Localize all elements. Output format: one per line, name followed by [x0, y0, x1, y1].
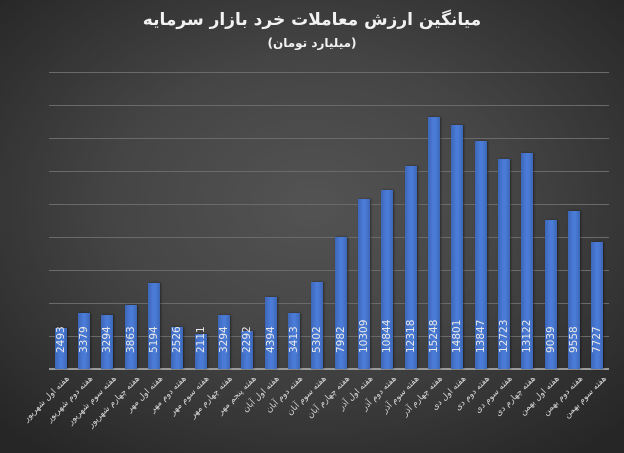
- data-label: 15248: [428, 319, 440, 353]
- bar[interactable]: 9558: [568, 211, 580, 369]
- bar[interactable]: 12318: [404, 165, 417, 369]
- gridline: [49, 171, 609, 172]
- bar[interactable]: 2526: [171, 326, 184, 369]
- bar[interactable]: 10844: [381, 190, 394, 369]
- chart-subtitle: (میلیارد تومان): [267, 36, 357, 50]
- data-label: 3294: [101, 326, 114, 353]
- bar[interactable]: 5302: [311, 281, 324, 369]
- x-axis-line: [49, 368, 609, 370]
- bar[interactable]: 15248: [428, 117, 440, 369]
- data-label: 2493: [54, 326, 67, 353]
- data-label: 12723: [498, 319, 510, 353]
- gridline: [49, 303, 609, 304]
- data-label: 4394: [264, 326, 277, 353]
- bar[interactable]: 9039: [544, 219, 557, 369]
- gridline: [49, 237, 609, 238]
- bar[interactable]: 10309: [358, 198, 370, 369]
- data-label: 10844: [381, 319, 394, 353]
- data-label: 3413: [288, 326, 300, 353]
- bar[interactable]: 13122: [521, 152, 534, 369]
- gridline: [49, 270, 609, 271]
- bar[interactable]: 2292: [241, 326, 254, 369]
- gridline: [49, 105, 609, 106]
- gridline: [49, 204, 609, 205]
- data-label: 7727: [591, 326, 604, 353]
- bar[interactable]: 12723: [498, 159, 510, 369]
- data-label: 12318: [404, 319, 417, 353]
- data-label: 3294: [218, 326, 230, 353]
- data-label: 14801: [451, 319, 464, 353]
- bar[interactable]: 3294: [101, 314, 114, 369]
- bar[interactable]: 5194: [148, 283, 160, 369]
- plot-area: 2493 3379 3294 3863 5194 2526 2111 3294 2292 4394…: [49, 72, 609, 370]
- gridline: [49, 72, 609, 73]
- bar[interactable]: 3413: [288, 312, 300, 369]
- data-label: 2111: [194, 326, 207, 353]
- data-label: 5302: [311, 326, 324, 353]
- bar[interactable]: 2111: [194, 326, 207, 369]
- data-label: 7982: [334, 326, 347, 353]
- bar[interactable]: 3863: [124, 305, 137, 369]
- bar[interactable]: 13847: [474, 140, 487, 369]
- bar[interactable]: 3294: [218, 314, 230, 369]
- data-label: 9039: [544, 326, 557, 353]
- gridline: [49, 138, 609, 139]
- data-label: 13847: [474, 319, 487, 353]
- gridline: [49, 336, 609, 337]
- data-label: 13122: [521, 319, 534, 353]
- data-label: 3379: [78, 326, 90, 353]
- data-label: 2292: [241, 326, 254, 353]
- bar[interactable]: 7727: [591, 241, 604, 369]
- data-label: 3863: [124, 326, 137, 353]
- bar[interactable]: 3379: [78, 313, 90, 369]
- data-label: 9558: [568, 326, 580, 353]
- bar[interactable]: 2493: [54, 326, 67, 369]
- bar[interactable]: 14801: [451, 124, 464, 369]
- chart-title: میانگین ارزش معاملات خرد بازار سرمایه: [142, 10, 482, 30]
- bar[interactable]: 4394: [264, 296, 277, 369]
- data-label: 5194: [148, 326, 160, 353]
- data-label: 10309: [358, 319, 370, 353]
- bar[interactable]: 7982: [334, 237, 347, 369]
- data-label: 2526: [171, 326, 184, 353]
